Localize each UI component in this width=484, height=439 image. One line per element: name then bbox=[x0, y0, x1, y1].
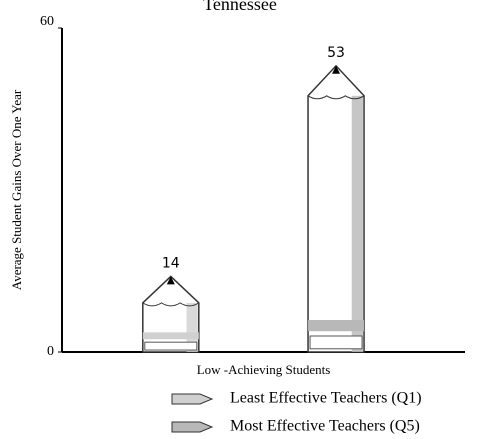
value-label: 14 bbox=[162, 255, 180, 271]
pencil-eraser bbox=[145, 342, 197, 350]
y-tick-label: 60 bbox=[40, 14, 54, 29]
pencil-ferrule bbox=[308, 320, 364, 331]
pencil-ferrule bbox=[143, 332, 199, 339]
value-label: 53 bbox=[327, 45, 345, 61]
legend-icon bbox=[172, 394, 212, 404]
y-tick-label: 0 bbox=[47, 344, 54, 359]
legend-label: Most Effective Teachers (Q5) bbox=[230, 418, 420, 435]
chart: Tennessee Average Student Gains Over One… bbox=[0, 0, 484, 439]
pencil-shade bbox=[352, 96, 363, 352]
chart-title: Tennessee bbox=[203, 0, 277, 14]
legend-icon bbox=[172, 422, 212, 432]
x-tick-label: Low -Achieving Students bbox=[197, 362, 331, 377]
y-axis-label: Average Student Gains Over One Year bbox=[9, 89, 24, 290]
legend-label: Least Effective Teachers (Q1) bbox=[230, 390, 422, 407]
pencil-eraser bbox=[310, 336, 362, 349]
